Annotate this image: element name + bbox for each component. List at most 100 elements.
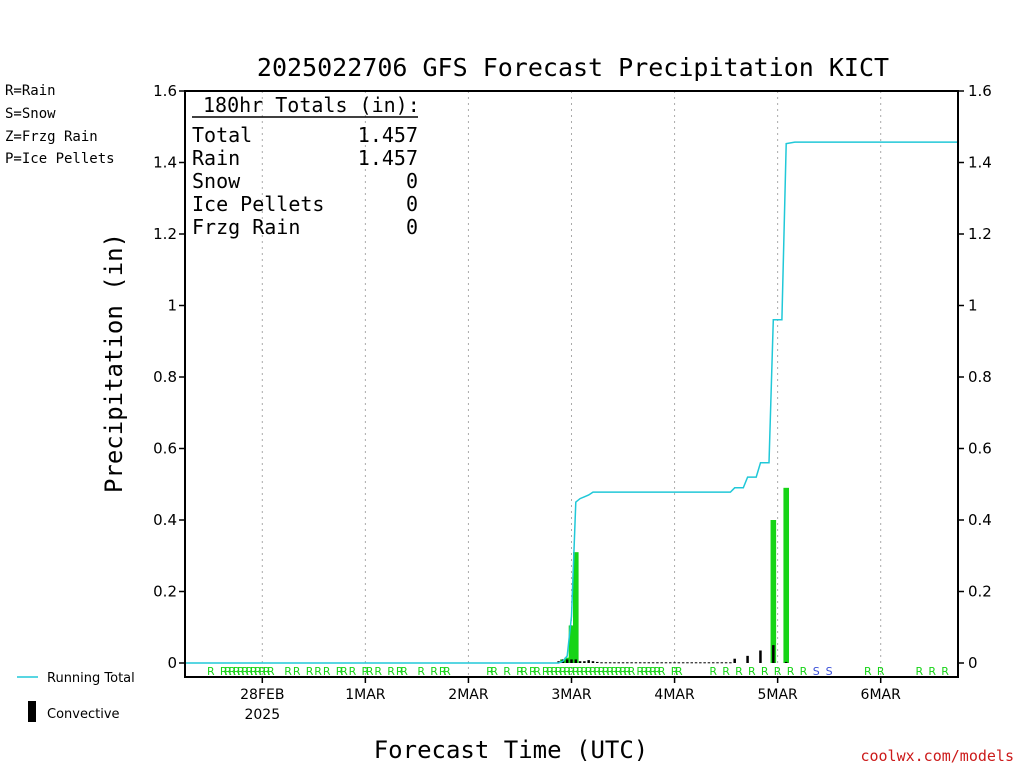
- precip-type-marker-11: R: [263, 665, 271, 678]
- running-total-line: [185, 141, 958, 664]
- convective-bar-30: [686, 662, 689, 664]
- convective-bar-6: [583, 661, 586, 663]
- totals-snow-label: Snow: [192, 169, 241, 193]
- precip-type-marker-47: R: [581, 665, 589, 678]
- y-tick-label-right-7: 1.4: [968, 154, 992, 172]
- precip-type-marker-76: S: [826, 665, 833, 678]
- precip-type-marker-35: R: [520, 665, 528, 678]
- convective-bar-24: [660, 662, 663, 664]
- precip-type-marker-12: R: [267, 665, 275, 678]
- x-tick-sublabel-0: 2025: [244, 707, 280, 723]
- totals-rain-label: Rain: [192, 146, 240, 170]
- convective-bar-21: [647, 662, 651, 664]
- convective-bar-0: [557, 661, 560, 663]
- y-tick-label-right-3: 0.6: [968, 440, 992, 458]
- convective-bar-39: [724, 662, 728, 664]
- precip-type-marker-6: R: [241, 665, 249, 678]
- convective-bar-35: [707, 662, 711, 664]
- precip-type-marker-75: S: [813, 665, 820, 678]
- y-tick-label-left-6: 1.2: [153, 225, 177, 243]
- convective-bar-5: [578, 661, 582, 663]
- y-tick-label-left-7: 1.4: [153, 154, 177, 172]
- totals-snow-value: 0: [406, 169, 418, 193]
- legend-snow: S=Snow: [5, 106, 56, 122]
- convective-bar-31: [690, 662, 693, 664]
- precip-type-marker-50: R: [593, 665, 601, 678]
- precip-type-marker-60: R: [641, 665, 649, 678]
- convective-bar-17: [630, 662, 633, 664]
- precip-type-marker-27: R: [417, 665, 425, 678]
- precip-type-marker-3: R: [228, 665, 236, 678]
- rain-bar-3: [573, 552, 579, 663]
- convective-bar-12: [608, 662, 612, 664]
- totals-rain-value: 1.457: [358, 146, 418, 170]
- precip-type-marker-32: R: [490, 665, 498, 678]
- y-tick-label-right-6: 1.2: [968, 225, 992, 243]
- precip-type-marker-20: R: [349, 665, 357, 678]
- precip-type-marker-46: R: [576, 665, 584, 678]
- convective-bar-41: [733, 658, 736, 663]
- y-tick-label-right-8: 1.6: [968, 82, 992, 100]
- precip-type-marker-41: R: [555, 665, 563, 678]
- precip-type-marker-17: R: [323, 665, 331, 678]
- precip-type-marker-40: R: [550, 665, 558, 678]
- precip-type-marker-5: R: [237, 665, 245, 678]
- y-tick-label-right-4: 0.8: [968, 368, 992, 386]
- convective-bar-32: [694, 662, 698, 664]
- precip-type-marker-18: R: [336, 665, 344, 678]
- precip-type-marker-31: R: [486, 665, 494, 678]
- y-tick-label-left-4: 0.8: [153, 368, 177, 386]
- convective-bar-19: [638, 662, 642, 664]
- y-tick-label-left-3: 0.6: [153, 440, 177, 458]
- precip-type-marker-39: R: [546, 665, 554, 678]
- precip-type-marker-73: R: [787, 665, 795, 678]
- precip-type-marker-79: R: [916, 665, 924, 678]
- y-tick-label-right-0: 0: [968, 654, 978, 672]
- series-legend: Running Total Convective: [17, 671, 135, 722]
- totals-ice-pellets-label: Ice Pellets: [192, 192, 324, 216]
- precip-type-marker-49: R: [589, 665, 597, 678]
- convective-bar-29: [681, 662, 685, 664]
- y-tick-label-left-2: 0.4: [153, 511, 177, 529]
- convective-bar-20: [643, 662, 646, 664]
- running-total-legend-label: Running Total: [47, 671, 135, 686]
- precip-type-marker-13: R: [284, 665, 292, 678]
- x-tick-label-2: 2MAR: [448, 687, 489, 703]
- x-tick-label-5: 5MAR: [757, 687, 798, 703]
- convective-bar-14: [617, 662, 620, 664]
- legend-rain: R=Rain: [5, 83, 56, 99]
- convective-bar-43: [759, 650, 762, 663]
- precip-type-marker-48: R: [585, 665, 593, 678]
- chart-title: 2025022706 GFS Forecast Precipitation KI…: [257, 53, 889, 82]
- precip-type-marker-7: R: [246, 665, 254, 678]
- convective-bar-13: [613, 662, 616, 664]
- convective-bar-15: [621, 662, 625, 664]
- x-axis-title: Forecast Time (UTC): [374, 736, 649, 764]
- precip-type-marker-81: R: [941, 665, 949, 678]
- convective-bar-40: [729, 662, 732, 664]
- convective-bar-18: [634, 662, 638, 664]
- convective-bar-45: [784, 661, 788, 663]
- precip-type-marker-62: R: [649, 665, 657, 678]
- totals-total-value: 1.457: [358, 123, 418, 147]
- precip-type-marker-72: R: [774, 665, 782, 678]
- convective-bar-23: [656, 662, 659, 664]
- precip-type-marker-19: R: [340, 665, 348, 678]
- precip-type-marker-24: R: [387, 665, 395, 678]
- convective-bar-3: [570, 659, 573, 663]
- precip-type-marker-29: R: [439, 665, 447, 678]
- precip-type-marker-30: R: [443, 665, 451, 678]
- precip-type-marker-54: R: [611, 665, 619, 678]
- totals-box: 180hr Totals (in): Total 1.457 Rain 1.45…: [192, 93, 420, 239]
- precip-type-marker-1: R: [220, 665, 228, 678]
- precip-type-marker-22: R: [366, 665, 374, 678]
- precip-type-marker-74: R: [800, 665, 808, 678]
- precip-type-marker-0: R: [207, 665, 215, 678]
- y-tick-label-left-5: 1: [167, 297, 177, 315]
- precip-type-marker-44: R: [568, 665, 576, 678]
- legend-ice-pellets: P=Ice Pellets: [5, 151, 115, 167]
- convective-bar-7: [587, 660, 590, 663]
- convective-bar-25: [664, 662, 668, 664]
- precip-type-marker-14: R: [293, 665, 301, 678]
- precip-type-marker-25: R: [396, 665, 404, 678]
